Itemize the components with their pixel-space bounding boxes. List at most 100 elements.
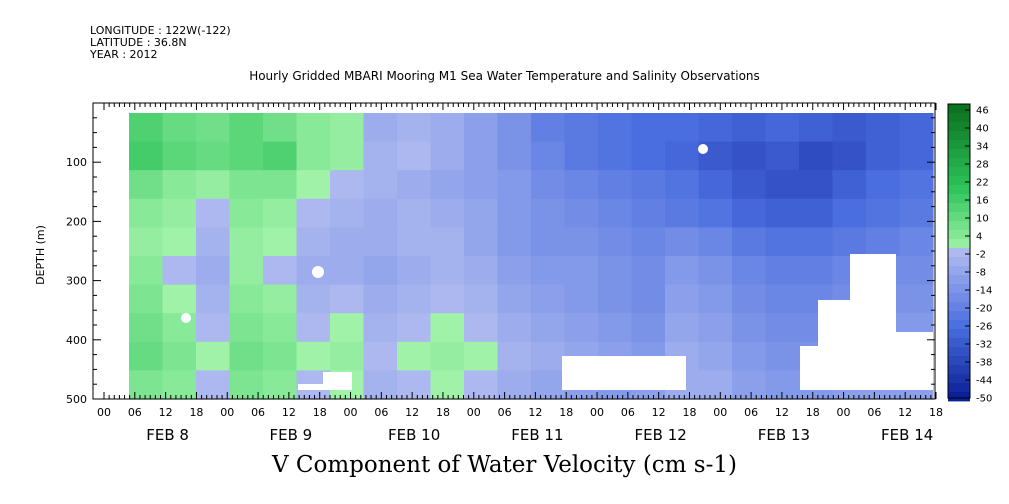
heatmap-cell — [698, 313, 733, 343]
missing-data-region — [800, 346, 818, 390]
colorbar-band — [948, 347, 970, 357]
heatmap-cell — [899, 113, 934, 143]
heatmap-cell — [698, 113, 733, 143]
heatmap-cell — [397, 198, 432, 228]
heatmap-cell — [832, 170, 867, 200]
missing-data-region — [850, 254, 896, 390]
x-hour-label: 18 — [313, 406, 327, 419]
colorbar-band — [948, 338, 970, 348]
heatmap-cell — [296, 170, 331, 200]
heatmap-cell — [765, 370, 800, 400]
heatmap-cell — [866, 170, 901, 200]
chart-title: Hourly Gridded MBARI Mooring M1 Sea Wate… — [249, 69, 760, 83]
heatmap-cell — [497, 227, 532, 257]
heatmap-cell — [162, 198, 197, 228]
heatmap-cell — [732, 198, 767, 228]
heatmap-cell — [631, 313, 666, 343]
colorbar-band — [948, 356, 970, 366]
x-hour-label: 00 — [344, 406, 358, 419]
heatmap-cell — [430, 141, 465, 171]
y-tick-labels: 100 200 300 400 500 — [66, 156, 87, 406]
x-hour-label: 00 — [467, 406, 481, 419]
missing-data-region — [323, 372, 352, 390]
heatmap-cell — [832, 198, 867, 228]
x-hour-labels: 00 06 12 18 00 06 12 18 00 06 12 18 00 06 12 18 00 06 12 18… — [97, 406, 943, 419]
heatmap-cell — [899, 170, 934, 200]
latitude-label: LATITUDE : 36.8N — [90, 36, 187, 49]
heatmap-cell — [464, 141, 499, 171]
heatmap-cell — [464, 198, 499, 228]
x-axis-title: V Component of Water Velocity (cm s-1) — [272, 452, 737, 478]
heatmap-cell — [296, 198, 331, 228]
colorbar-label: 16 — [976, 196, 989, 207]
heatmap-cell — [397, 313, 432, 343]
heatmap-cell — [598, 170, 633, 200]
heatmap-cell — [698, 227, 733, 257]
missing-data-masks — [181, 144, 933, 390]
heatmap-cell — [229, 141, 264, 171]
heatmap-cell — [363, 284, 398, 314]
x-hour-label: 00 — [713, 406, 727, 419]
heatmap-cell — [430, 313, 465, 343]
heatmap-cell — [665, 227, 700, 257]
heatmap-cell — [765, 113, 800, 143]
heatmap-cell — [531, 313, 566, 343]
heatmap-cell — [765, 341, 800, 371]
heatmap-cell — [698, 370, 733, 400]
colorbar-band — [948, 275, 970, 285]
heatmap-cell — [698, 256, 733, 286]
x-hour-label: 18 — [682, 406, 696, 419]
x-day-label: FEB 14 — [881, 426, 933, 444]
heatmap-cell — [531, 284, 566, 314]
heatmap-cell — [765, 284, 800, 314]
heatmap-cell — [397, 370, 432, 400]
heatmap-cell — [564, 313, 599, 343]
heatmap-cell — [296, 313, 331, 343]
heatmap-cell — [531, 113, 566, 143]
heatmap-cell — [330, 113, 365, 143]
x-day-label: FEB 12 — [635, 426, 687, 444]
heatmap-cell — [531, 198, 566, 228]
heatmap-cell — [397, 284, 432, 314]
x-day-label: FEB 9 — [270, 426, 313, 444]
heatmap-cell — [832, 113, 867, 143]
heatmap-cell — [698, 341, 733, 371]
heatmap-cell — [363, 113, 398, 143]
heatmap-cell — [598, 313, 633, 343]
x-hour-label: 18 — [929, 406, 943, 419]
heatmap-cell — [363, 170, 398, 200]
colorbar-band — [948, 293, 970, 303]
heatmap-cell — [631, 284, 666, 314]
x-hour-label: 06 — [867, 406, 881, 419]
heatmap-cell — [765, 313, 800, 343]
heatmap-cell — [799, 227, 834, 257]
heatmap-cell — [631, 256, 666, 286]
heatmap-cell — [363, 141, 398, 171]
colorbar-label: 34 — [976, 142, 989, 153]
colorbar-band — [948, 365, 970, 375]
heatmap-cell — [363, 256, 398, 286]
x-hour-label: 06 — [374, 406, 388, 419]
heatmap-cell — [497, 113, 532, 143]
heatmap-cell — [564, 170, 599, 200]
heatmap-cell — [765, 170, 800, 200]
heatmap-cell — [598, 284, 633, 314]
heatmap-cell — [430, 170, 465, 200]
x-day-label: FEB 8 — [146, 426, 189, 444]
heatmap-cell — [832, 227, 867, 257]
heatmap-cell — [732, 227, 767, 257]
heatmap-cell — [363, 313, 398, 343]
heatmap-cell — [229, 198, 264, 228]
heatmap-cell — [330, 170, 365, 200]
heatmap-cell — [263, 227, 298, 257]
heatmap-cell — [129, 341, 164, 371]
colorbar-label: -32 — [976, 340, 992, 351]
colorbar-label: 22 — [976, 178, 989, 189]
heatmap-cell — [899, 284, 934, 314]
heatmap-cell — [899, 198, 934, 228]
heatmap-cell — [229, 284, 264, 314]
heatmap-cell — [196, 170, 231, 200]
x-hour-label: 06 — [744, 406, 758, 419]
heatmap-cell — [296, 113, 331, 143]
heatmap-cell — [129, 170, 164, 200]
